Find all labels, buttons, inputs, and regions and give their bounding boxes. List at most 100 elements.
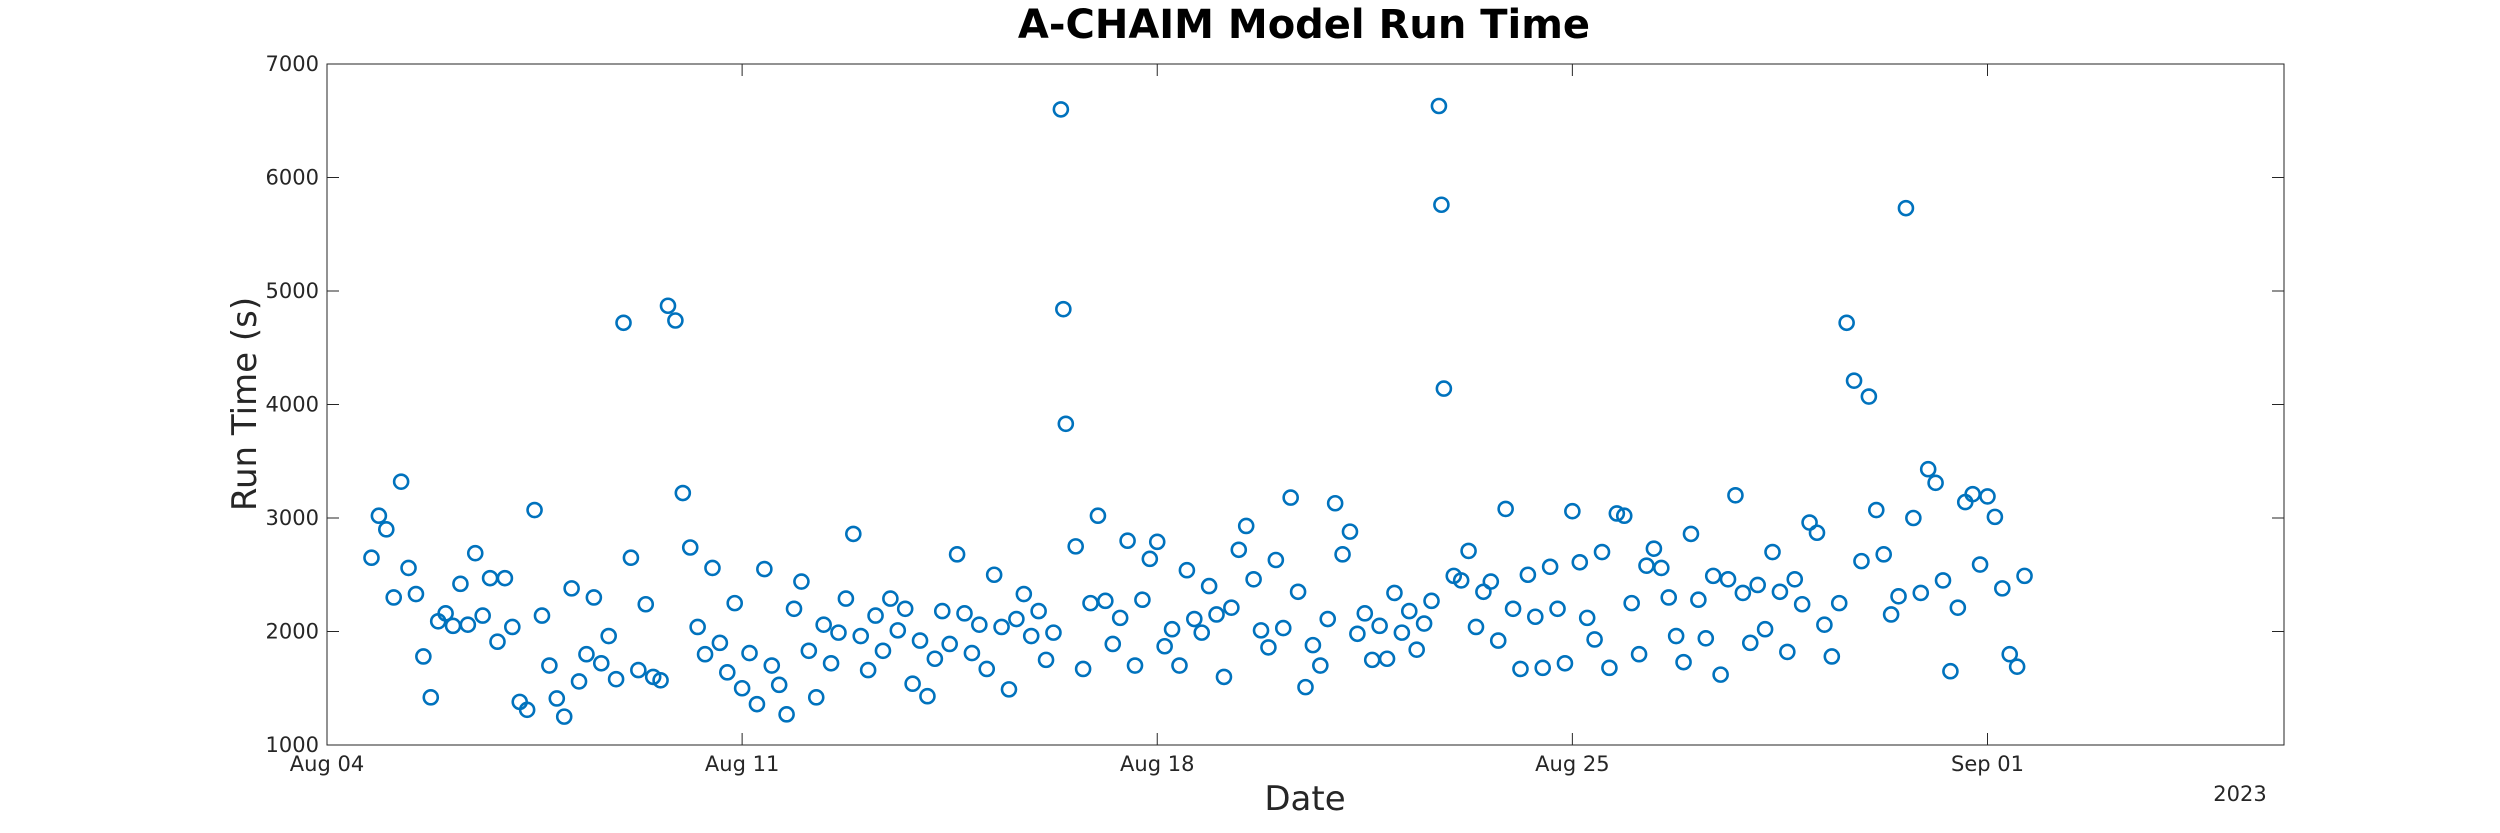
x-axis: Aug 04 Aug 11 Aug 18 Aug 25 Sep 01 [290, 64, 2024, 776]
data-point [1193, 624, 1211, 641]
data-point [1578, 609, 1596, 627]
data-point [1949, 599, 1967, 616]
data-point [1586, 631, 1603, 648]
data-point [1052, 101, 1070, 118]
data-point [1690, 591, 1707, 609]
data-point [1489, 632, 1507, 649]
data-point [1260, 639, 1277, 656]
y-tick-label: 7000 [266, 52, 319, 76]
data-point [1393, 624, 1411, 641]
data-point [1349, 625, 1366, 643]
x-tick-label: Aug 25 [1535, 752, 1609, 776]
data-point [1252, 622, 1270, 639]
data-point [1519, 566, 1537, 584]
data-point [1712, 666, 1729, 683]
data-point [1504, 600, 1522, 618]
data-point [1860, 388, 1878, 405]
data-point [1171, 657, 1188, 674]
data-point [1371, 617, 1388, 635]
data-point [1905, 509, 1922, 527]
data-point [1482, 573, 1500, 590]
data-point [578, 645, 595, 663]
data-point [1230, 541, 1248, 559]
data-point [1208, 606, 1225, 623]
data-point [481, 569, 499, 587]
data-point [1045, 624, 1062, 641]
data-point [1030, 602, 1047, 620]
data-point [1378, 650, 1396, 668]
data-point [852, 627, 870, 645]
data-point [741, 644, 758, 662]
data-point [919, 687, 936, 705]
data-point [770, 676, 788, 694]
y-tick-label: 1000 [266, 733, 319, 757]
data-point [1734, 584, 1752, 602]
data-point [830, 624, 847, 641]
data-point [1215, 668, 1233, 686]
data-point [896, 600, 914, 618]
data-point [392, 473, 410, 490]
data-point [1119, 532, 1136, 550]
data-point [1415, 615, 1433, 632]
data-point [874, 642, 892, 660]
data-point [533, 607, 551, 624]
data-point [1704, 567, 1722, 585]
data-point [1571, 553, 1589, 571]
data-point [1126, 657, 1144, 674]
x-tick-label: Aug 11 [705, 752, 779, 776]
data-point [1867, 501, 1885, 519]
data-point [1267, 551, 1285, 569]
data-point [1245, 570, 1262, 588]
y-axis-label: Run Time (s) [225, 297, 265, 511]
data-point [1237, 517, 1255, 535]
data-point [1008, 610, 1025, 628]
data-point [1326, 494, 1344, 512]
data-point [1675, 653, 1692, 671]
x-tick-label: Aug 04 [290, 752, 364, 776]
data-point [474, 607, 491, 624]
data-point [370, 507, 388, 525]
data-point [1719, 570, 1737, 588]
data-point [763, 657, 781, 674]
y-tick-label: 4000 [266, 393, 319, 417]
chart-title: A-CHAIM Model Run Time [1018, 2, 1590, 48]
data-point [437, 605, 454, 622]
data-point [1875, 546, 1893, 563]
data-point [1660, 589, 1678, 606]
data-point [926, 650, 944, 668]
data-point [793, 573, 810, 590]
data-point [1312, 657, 1329, 674]
data-point [1274, 619, 1292, 637]
data-point [1082, 594, 1099, 612]
data-point [933, 602, 951, 620]
data-point [622, 549, 640, 567]
data-point [637, 595, 655, 613]
data-point [837, 590, 855, 607]
data-point [2016, 567, 2033, 585]
data-point [1334, 546, 1351, 563]
data-point [689, 618, 706, 636]
data-point [1000, 681, 1018, 698]
data-point [1994, 580, 2011, 597]
data-point [756, 560, 773, 578]
data-point [659, 297, 677, 315]
data-point [1919, 460, 1937, 478]
data-point [956, 605, 973, 622]
data-point [1927, 474, 1944, 492]
data-point [1912, 584, 1930, 602]
data-point [1793, 595, 1811, 613]
data-point [1853, 552, 1870, 570]
data-point [1549, 600, 1566, 618]
data-point [1055, 300, 1072, 318]
data-point [1400, 602, 1418, 620]
data-point [630, 661, 647, 679]
data-point [1356, 605, 1374, 622]
data-point [1037, 651, 1055, 669]
data-point [1986, 508, 2004, 526]
data-point [1341, 523, 1359, 540]
data-point [1186, 610, 1203, 628]
data-point [444, 617, 462, 635]
data-point [948, 546, 966, 563]
data-point [1386, 584, 1403, 602]
data-point [1845, 372, 1863, 389]
